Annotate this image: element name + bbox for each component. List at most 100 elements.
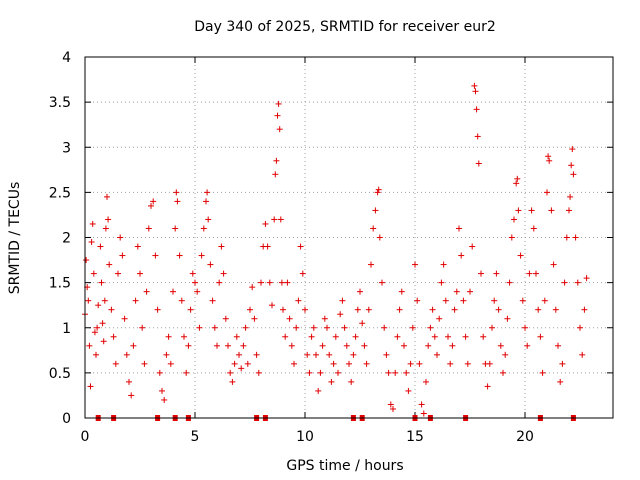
x-tick-label: 5 — [191, 429, 200, 445]
data-points — [82, 82, 590, 421]
data-point — [288, 342, 295, 349]
data-point — [572, 234, 579, 241]
data-point — [101, 297, 108, 304]
data-point — [130, 342, 137, 349]
data-point — [390, 405, 396, 412]
data-point — [559, 360, 566, 367]
data-point — [187, 306, 194, 313]
data-point — [528, 207, 535, 214]
data-point — [453, 288, 460, 295]
data-point — [253, 351, 260, 358]
data-point — [555, 342, 561, 349]
data-point — [359, 320, 366, 327]
data-point — [266, 279, 273, 286]
data-point — [159, 387, 165, 394]
data-point — [394, 333, 401, 340]
data-point — [511, 216, 517, 223]
data-point — [478, 270, 484, 277]
data-point — [220, 270, 227, 277]
data-point — [143, 288, 150, 295]
x-tick-label: 0 — [81, 429, 90, 445]
data-point — [368, 261, 374, 268]
data-point — [464, 360, 471, 367]
data-point — [416, 360, 423, 367]
data-point — [194, 288, 201, 295]
data-point — [423, 378, 429, 385]
data-point — [126, 378, 132, 385]
data-point — [277, 216, 284, 223]
data-point — [247, 306, 253, 313]
data-point — [284, 279, 291, 286]
data-point — [231, 360, 238, 367]
data-point — [427, 324, 434, 331]
data-point — [471, 82, 478, 89]
data-point — [94, 324, 101, 331]
data-point — [480, 333, 487, 340]
data-point — [115, 270, 121, 277]
data-point — [91, 329, 98, 336]
data-point — [429, 306, 436, 313]
data-point — [526, 270, 533, 277]
data-point — [398, 288, 405, 295]
data-point — [431, 333, 438, 340]
data-point — [203, 198, 209, 205]
data-point — [552, 306, 559, 313]
data-point — [87, 383, 94, 390]
data-point — [214, 342, 220, 349]
y-axis-label: SRMTID / TECUs — [7, 182, 23, 295]
data-point — [304, 351, 311, 358]
data-point — [460, 297, 467, 304]
data-point — [420, 410, 427, 417]
data-point — [348, 378, 355, 385]
data-point — [354, 306, 361, 313]
data-point — [83, 257, 90, 264]
data-point — [321, 315, 328, 322]
data-point — [473, 106, 480, 113]
data-point — [403, 369, 410, 376]
chart-title: Day 340 of 2025, SRMTID for receiver eur… — [194, 19, 496, 35]
data-point — [119, 252, 126, 259]
data-point — [537, 333, 544, 340]
data-point — [343, 342, 350, 349]
data-point — [299, 270, 306, 277]
data-point — [418, 401, 425, 408]
data-point — [167, 360, 174, 367]
data-point — [251, 315, 258, 322]
data-point — [451, 306, 458, 313]
y-tick-label: 0 — [62, 411, 71, 427]
data-point — [88, 239, 95, 246]
data-point — [302, 306, 308, 313]
data-point — [104, 193, 110, 200]
data-point — [472, 88, 479, 95]
data-point — [330, 360, 337, 367]
data-point — [280, 306, 286, 313]
y-tick-label: 1 — [62, 321, 71, 337]
data-point — [297, 243, 304, 250]
data-point — [401, 342, 407, 349]
data-point — [262, 220, 269, 227]
data-point — [550, 261, 557, 268]
data-point — [145, 225, 152, 232]
data-point — [95, 302, 102, 309]
data-point — [530, 225, 537, 232]
data-point — [100, 338, 107, 345]
data-point — [504, 315, 511, 322]
data-point — [117, 234, 124, 241]
data-point — [458, 252, 465, 259]
data-point — [275, 100, 282, 107]
data-point — [238, 365, 245, 372]
data-point — [486, 360, 493, 367]
data-point — [567, 193, 574, 200]
y-tick-label: 2 — [62, 231, 71, 247]
data-point — [491, 297, 498, 304]
data-point — [332, 333, 339, 340]
data-point — [278, 279, 285, 286]
y-tick-label: 1.5 — [49, 276, 71, 292]
data-point — [99, 320, 106, 327]
data-point — [173, 189, 180, 196]
data-point — [176, 252, 183, 259]
data-point — [445, 333, 451, 340]
data-point — [229, 378, 236, 385]
data-point — [170, 288, 176, 295]
data-point — [306, 369, 313, 376]
